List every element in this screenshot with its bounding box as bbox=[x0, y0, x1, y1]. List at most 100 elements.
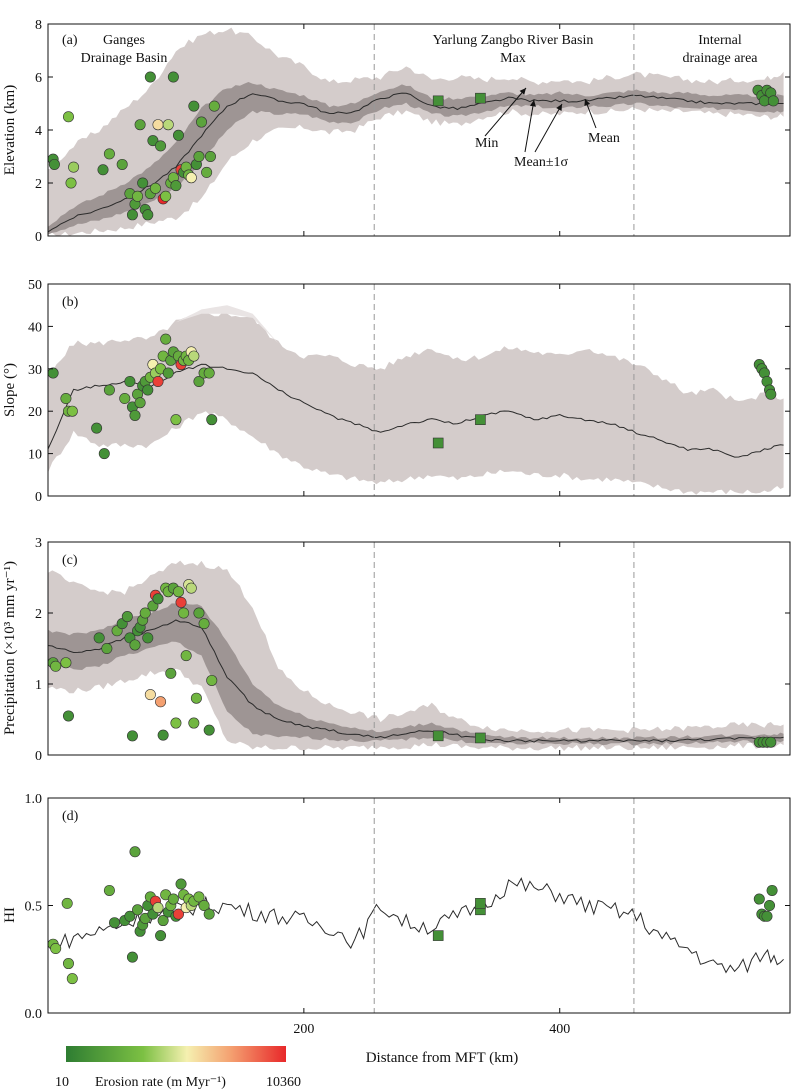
ganges-label-2: Drainage Basin bbox=[81, 51, 168, 66]
sample-point bbox=[193, 151, 205, 163]
sample-point bbox=[121, 611, 133, 623]
sample-point bbox=[139, 607, 151, 619]
sample-square bbox=[432, 437, 444, 449]
panel-a: 0 2 4 6 8 bbox=[35, 18, 791, 245]
sample-point bbox=[185, 172, 197, 184]
y-tick-label: 3 bbox=[35, 536, 42, 551]
sample-point bbox=[50, 660, 62, 672]
colorbar-max-label: 10360 bbox=[266, 1075, 301, 1090]
annotation-arrowhead bbox=[584, 99, 591, 106]
sample-point bbox=[170, 180, 182, 192]
sample-point bbox=[185, 582, 197, 594]
sample-point bbox=[178, 607, 190, 619]
y-tick-label: 0 bbox=[35, 490, 42, 505]
sample-point bbox=[66, 405, 78, 417]
plot-layers: 0 2 4 6 8 0 10 20 30 40 50 0 1 2 3 0.0 0.5 1.0 200 400 bbox=[25, 18, 791, 1037]
sample-point bbox=[62, 958, 74, 970]
mean-sigma-label: Mean±1σ bbox=[514, 155, 569, 170]
panel-d-label: (d) bbox=[62, 809, 79, 824]
sample-point bbox=[149, 182, 161, 194]
sample-point bbox=[764, 899, 776, 911]
sample-point bbox=[109, 917, 121, 929]
mean-label: Mean bbox=[588, 131, 620, 146]
sample-point bbox=[766, 884, 778, 896]
sample-point bbox=[144, 689, 156, 701]
x-tick-label: 400 bbox=[549, 1022, 570, 1037]
sample-point bbox=[119, 392, 131, 404]
sample-point bbox=[172, 129, 184, 141]
sample-point bbox=[167, 71, 179, 83]
sample-point bbox=[116, 158, 128, 170]
sample-square bbox=[475, 414, 486, 425]
internal-label-1: Internal bbox=[698, 33, 742, 48]
sample-point bbox=[129, 846, 141, 858]
y-tick-label: 0 bbox=[35, 749, 42, 764]
panel-d: 0.0 0.5 1.0 200 400 bbox=[25, 792, 791, 1037]
sample-point bbox=[204, 151, 216, 163]
sample-point bbox=[188, 350, 200, 362]
sample-point bbox=[66, 973, 78, 985]
sample-point bbox=[134, 119, 146, 131]
sample-square bbox=[475, 898, 486, 909]
sample-point bbox=[198, 618, 210, 630]
sample-point bbox=[203, 724, 215, 736]
hi-axis-label: HI bbox=[2, 907, 18, 923]
sample-point bbox=[167, 893, 179, 905]
sample-point bbox=[142, 632, 154, 644]
sample-point bbox=[152, 376, 164, 388]
internal-label-2: drainage area bbox=[683, 51, 759, 66]
sample-point bbox=[198, 899, 210, 911]
sample-point bbox=[60, 657, 72, 669]
sample-point bbox=[91, 422, 103, 434]
sample-point bbox=[761, 910, 773, 922]
sample-point bbox=[126, 209, 138, 221]
sample-point bbox=[206, 414, 218, 426]
sample-point bbox=[170, 414, 182, 426]
sample-square bbox=[432, 930, 444, 941]
panel-b: 0 10 20 30 40 50 bbox=[28, 278, 791, 505]
sample-point bbox=[65, 177, 77, 189]
panel-c: 0 1 2 3 bbox=[35, 536, 791, 764]
panel-a-annotations: (a) Ganges Drainage Basin Yarlung Zangbo… bbox=[62, 33, 758, 170]
y-tick-label: 1.0 bbox=[25, 792, 43, 807]
sample-point bbox=[203, 367, 215, 379]
y-tick-label: 0 bbox=[35, 230, 42, 245]
erosion-colorbar bbox=[66, 1046, 286, 1062]
sample-point bbox=[206, 674, 218, 686]
sample-point bbox=[765, 736, 777, 748]
sample-point bbox=[61, 897, 73, 909]
sample-point bbox=[137, 177, 149, 189]
annotation-arrowhead bbox=[529, 100, 536, 107]
sample-point bbox=[165, 667, 177, 679]
sigma-band bbox=[48, 601, 784, 746]
sample-point bbox=[188, 100, 200, 112]
sample-point bbox=[126, 730, 138, 742]
annotation-arrowhead bbox=[519, 88, 526, 95]
panel-b-annotations: (b) bbox=[62, 295, 79, 310]
sample-point bbox=[97, 164, 109, 176]
axes-frame bbox=[47, 541, 791, 756]
sample-point bbox=[126, 951, 138, 963]
sample-point bbox=[103, 384, 115, 396]
sample-point bbox=[129, 409, 141, 421]
sample-point bbox=[134, 397, 146, 409]
sample-point bbox=[144, 71, 156, 83]
sample-point bbox=[170, 717, 182, 729]
annotation-arrow bbox=[524, 99, 535, 153]
x-axis-label: Distance from MFT (km) bbox=[366, 1050, 519, 1066]
sample-point bbox=[172, 908, 184, 920]
sample-point bbox=[201, 166, 213, 178]
sample-point bbox=[152, 119, 164, 131]
sample-point bbox=[160, 333, 172, 345]
sample-point bbox=[68, 161, 80, 173]
sample-point bbox=[193, 891, 205, 903]
sample-point bbox=[48, 158, 60, 170]
sample-point bbox=[172, 586, 184, 598]
sample-square bbox=[475, 732, 486, 744]
sample-point bbox=[155, 696, 167, 708]
y-tick-label: 8 bbox=[35, 18, 42, 33]
panel-a-label: (a) bbox=[62, 33, 78, 48]
sample-point bbox=[196, 116, 208, 128]
annotation-arrow bbox=[534, 103, 563, 153]
y-tick-label: 1 bbox=[35, 678, 42, 693]
